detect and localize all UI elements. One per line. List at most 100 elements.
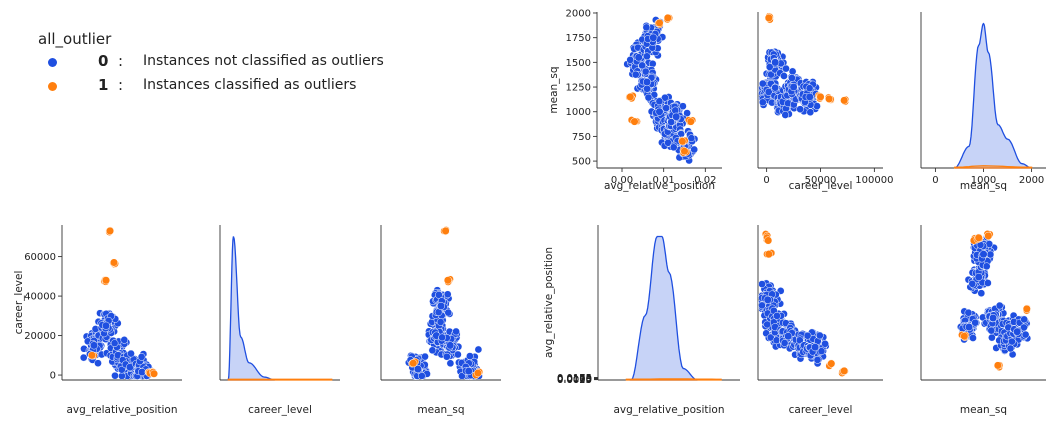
data-point — [988, 333, 996, 342]
subplot-8: career_level — [757, 225, 883, 416]
data-point — [87, 351, 97, 360]
data-point — [817, 347, 826, 356]
data-point — [111, 371, 119, 380]
scatter-series-0 — [79, 309, 158, 380]
data-point — [758, 301, 766, 310]
data-point — [1022, 304, 1031, 313]
data-point — [1021, 330, 1030, 339]
data-point — [758, 280, 766, 288]
density-series-0 — [629, 235, 698, 381]
data-point — [813, 102, 821, 110]
data-point — [109, 258, 119, 267]
data-point — [446, 341, 455, 350]
y-tick-label: 0.0025 — [557, 375, 592, 386]
data-point — [409, 359, 418, 368]
data-point — [1008, 337, 1016, 346]
data-point — [1020, 323, 1028, 332]
data-point — [982, 262, 991, 271]
scatter-series-1 — [408, 226, 484, 379]
y-axis-label: mean_sq — [548, 66, 560, 113]
scatter-series-0 — [956, 233, 1032, 359]
density-series-1 — [227, 378, 333, 381]
data-point — [452, 327, 460, 336]
data-point — [442, 352, 451, 361]
data-point — [680, 147, 689, 156]
data-point — [974, 272, 983, 282]
data-point — [94, 359, 102, 368]
data-point — [643, 52, 651, 61]
data-point — [454, 350, 462, 359]
legend-colon: : — [118, 52, 124, 70]
data-point — [984, 279, 992, 287]
density-series-0 — [954, 22, 1032, 169]
data-point — [796, 105, 805, 114]
data-point — [984, 231, 993, 240]
y-tick-label: 0.0175 — [557, 373, 592, 384]
data-point — [435, 291, 443, 299]
legend: all_outlier 0 : Instances not classified… — [38, 30, 398, 100]
scatter-series-0 — [404, 286, 483, 380]
y-tick-label: 0.0125 — [557, 374, 592, 385]
y-tick-label: 0.0075 — [557, 374, 592, 385]
data-point — [815, 331, 824, 340]
data-point — [626, 56, 635, 64]
y-tick-label: 0 — [50, 371, 56, 382]
data-point — [436, 318, 445, 326]
data-point — [137, 353, 146, 361]
data-point — [101, 321, 111, 330]
density-series-1 — [954, 165, 1033, 169]
y-tick-label: 0.0100 — [557, 374, 592, 385]
legend-label: Instances classified as outliers — [143, 77, 357, 93]
data-point — [678, 137, 687, 146]
y-tick-label: 1000 — [566, 107, 591, 118]
data-point — [840, 96, 849, 105]
data-point — [443, 276, 452, 285]
data-point — [1020, 315, 1029, 324]
legend-label: Instances not classified as outliers — [143, 53, 384, 69]
data-point — [763, 295, 772, 304]
data-point — [805, 92, 814, 101]
y-tick-label: 1500 — [566, 58, 591, 69]
y-tick-label: 1750 — [566, 33, 591, 44]
x-axis-label: avg_relative_position — [604, 180, 715, 192]
legend-code: 1 — [98, 76, 109, 94]
data-point — [993, 361, 1002, 370]
data-point — [649, 33, 658, 42]
data-point — [149, 369, 159, 378]
subplot-9: mean_sq — [920, 225, 1046, 416]
data-point — [687, 134, 696, 143]
density-series-1 — [625, 378, 722, 381]
data-point — [466, 352, 474, 360]
x-axis-label: avg_relative_position — [613, 404, 724, 416]
y-tick-label: 500 — [572, 157, 591, 168]
data-point — [672, 112, 681, 121]
y-axis-label: career_level — [13, 271, 25, 335]
scatter-series-1 — [761, 230, 849, 377]
data-point — [643, 84, 651, 93]
y-tick-label: 0.0150 — [557, 373, 592, 384]
data-point — [626, 92, 635, 101]
data-point — [974, 233, 983, 242]
scatter-series-0 — [623, 16, 699, 165]
x-tick-label: 2000 — [1019, 175, 1044, 186]
x-tick-label: 100000 — [855, 175, 893, 186]
x-axis-label: career_level — [789, 180, 853, 192]
y-tick-label: 40000 — [24, 292, 56, 303]
x-axis-label: mean_sq — [417, 404, 464, 416]
data-point — [655, 97, 664, 106]
data-point — [661, 93, 669, 102]
data-point — [101, 276, 111, 285]
subplot-7: 0.00250.00500.00750.01000.01250.01500.01… — [543, 225, 740, 416]
data-point — [79, 353, 88, 362]
scatter-series-1 — [625, 13, 697, 157]
data-point — [758, 98, 767, 107]
data-point — [679, 102, 687, 111]
x-tick-label: 0 — [932, 175, 938, 186]
data-point — [630, 117, 639, 126]
data-point — [667, 118, 676, 126]
subplot-1: 0.00 0.01 0.02 500 750 1000 1250 1500 1750 2000 av… — [548, 8, 722, 192]
legend-marker-orange — [48, 82, 57, 91]
data-point — [127, 349, 135, 358]
data-point — [811, 343, 820, 352]
subplot-3: 0 1000 2000 mean_sq — [920, 12, 1046, 192]
